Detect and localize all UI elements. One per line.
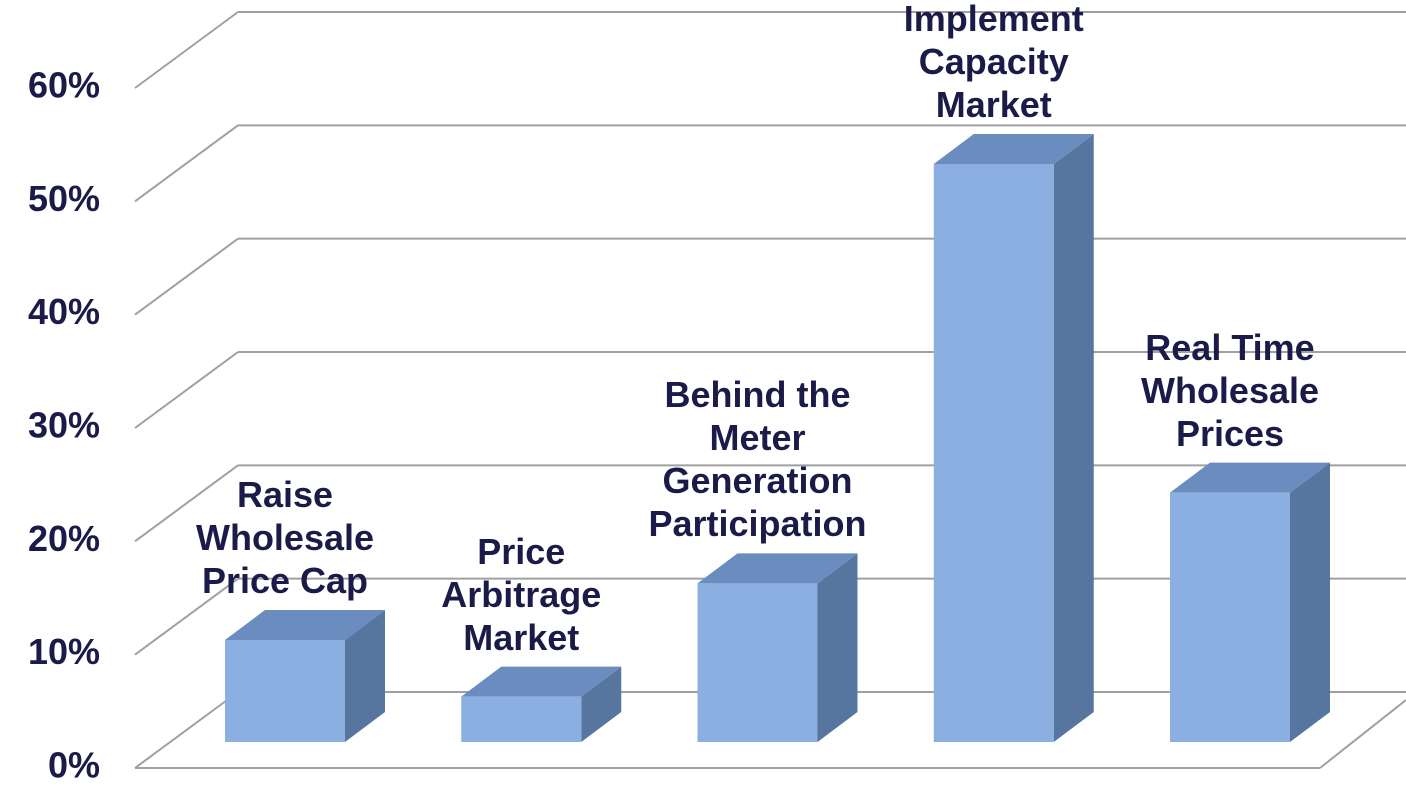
grid-line-side — [134, 691, 239, 769]
category-label: Behind the Meter Generation Participatio… — [648, 374, 867, 545]
bar-side — [1053, 134, 1094, 742]
y-tick-label: 0% — [48, 745, 100, 786]
bar-top — [225, 610, 385, 640]
category-label: Price Arbitrage Market — [441, 530, 602, 658]
grid-line-side — [134, 11, 239, 89]
bar-side — [817, 553, 858, 742]
bar-top — [933, 134, 1094, 164]
category-label: Raise Wholesale Price Cap — [195, 474, 375, 601]
y-tick-label: 60% — [28, 65, 100, 106]
y-tick-label: 10% — [28, 631, 100, 672]
floor-right — [1319, 699, 1406, 769]
y-tick-label: 40% — [28, 291, 100, 332]
bar-side — [345, 610, 385, 742]
grid-line-side — [134, 351, 239, 429]
bar — [697, 583, 818, 742]
y-tick-label: 20% — [28, 518, 100, 559]
grid-line-side — [134, 124, 239, 203]
grid-line-side — [134, 577, 239, 656]
category-label: Implement Capacity Market — [903, 0, 1084, 125]
y-tick-label: 50% — [28, 178, 100, 219]
bar-side — [1290, 462, 1330, 742]
bar-top — [461, 666, 622, 697]
bar — [933, 164, 1054, 742]
bar-top — [1170, 462, 1330, 493]
bar — [461, 696, 582, 742]
bar-top — [697, 553, 858, 584]
bar — [225, 640, 345, 742]
grid-line-side — [134, 464, 239, 543]
grid-line-side — [134, 237, 239, 316]
category-label: Real Time Wholesale Prices — [1140, 326, 1320, 454]
bar — [1170, 492, 1290, 742]
bar-side — [581, 666, 622, 742]
y-tick-label: 30% — [28, 405, 100, 446]
